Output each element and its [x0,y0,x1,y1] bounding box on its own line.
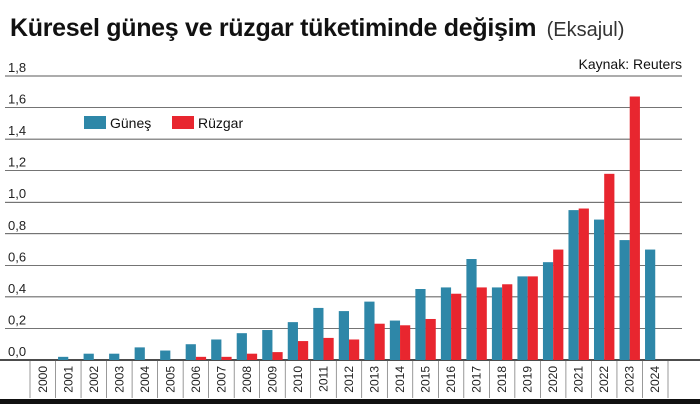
bar-güneş [134,347,145,360]
chart-subtitle: (Eksajul) [546,19,625,41]
bar-rüzgar [578,208,589,360]
x-tick-label: 2016 [444,366,458,393]
x-tick-label: 2000 [36,366,50,393]
bar-güneş [415,289,426,360]
source-note: Kaynak: Reuters [578,56,683,72]
bar-rüzgar [221,356,232,360]
title-row: Küresel güneş ve rüzgar tüketiminde deği… [10,14,624,43]
x-tick-label: 2020 [546,366,560,393]
x-axis-ticks: 2000 2001 2002 2003 2004 2005 2006 2007 2008 2009… [29,360,669,398]
y-tick-label: 0,6 [8,249,26,264]
x-tick-label: 2013 [368,366,382,393]
bar-rüzgar [451,293,462,360]
x-tick-label: 2018 [495,366,509,393]
bar-güneş [593,219,605,360]
bar-güneş [338,311,349,360]
bar-güneş [568,210,579,360]
bars [58,96,656,360]
bar-rüzgar [323,337,334,360]
bar-güneş [83,353,94,360]
bar-rüzgar [527,276,538,360]
bar-rüzgar [246,353,258,360]
bar-güneş [236,333,247,360]
bar-rüzgar [272,352,283,360]
bar-rüzgar [349,339,360,360]
x-tick-label: 2019 [521,366,535,393]
x-tick-label: 2017 [470,366,484,393]
bar-güneş [109,353,120,360]
x-tick-label: 2015 [419,366,433,393]
x-tick-label: 2014 [393,366,407,393]
x-tick-label: 2023 [623,366,637,393]
x-tick-label: 2011 [316,366,330,392]
y-tick-label: 1,0 [8,186,26,201]
chart-title: Küresel güneş ve rüzgar tüketiminde deği… [10,14,537,42]
y-tick-label: 1,6 [8,92,26,107]
y-axis-ticks: 0,0 0,2 0,4 0,6 0,8 1,0 1,2 1,4 1,6 1,8 [8,60,26,359]
bar-güneş [517,276,528,360]
bar-rüzgar [553,249,564,360]
bar-rüzgar [476,287,487,360]
bar-rüzgar [502,284,513,360]
bar-güneş [645,249,656,360]
y-tick-label: 0,8 [8,218,26,233]
bar-rüzgar [400,325,411,360]
bar-rüzgar [195,356,207,360]
bar-güneş [313,307,324,360]
legend-swatch-rüzgar [172,116,194,129]
bar-güneş [440,287,452,360]
x-tick-label: 2003 [112,366,126,393]
legend: Güneş Rüzgar [84,115,243,131]
bar-rüzgar [297,341,309,360]
x-tick-label: 2004 [138,366,152,393]
bar-güneş [211,339,222,360]
bar-güneş [185,344,196,360]
bar-rüzgar [604,173,615,360]
x-tick-label: 2008 [240,366,254,393]
bar-rüzgar [425,318,436,360]
bar-güneş [287,322,298,360]
x-tick-label: 2009 [265,366,279,393]
x-tick-label: 2012 [342,366,356,393]
x-tick-label: 2024 [648,366,662,393]
x-tick-label: 2005 [163,366,177,393]
y-tick-label: 0,4 [8,281,26,296]
legend-swatch-güneş [84,116,106,129]
y-tick-label: 0,0 [8,344,26,359]
x-tick-label: 2007 [214,366,228,393]
legend-label: Güneş [110,115,151,131]
x-tick-label: 2001 [61,366,75,393]
bar-güneş [389,320,401,360]
bar-güneş [466,259,477,360]
y-tick-label: 1,2 [8,155,26,170]
y-tick-label: 1,4 [8,123,26,138]
x-tick-label: 2010 [291,366,305,393]
x-tick-label: 2006 [189,366,203,393]
legend-label: Rüzgar [198,115,243,131]
bar-rüzgar [629,96,640,360]
y-tick-label: 0,2 [8,312,26,327]
bar-güneş [491,287,503,360]
x-tick-label: 2002 [87,366,101,393]
x-tick-label: 2022 [597,366,611,393]
bar-güneş [364,301,375,360]
bar-güneş [542,262,554,360]
x-tick-label: 2021 [572,366,586,393]
bar-güneş [619,240,630,360]
bottom-rule [0,399,700,404]
bar-güneş [160,350,171,360]
bar-rüzgar [374,323,385,360]
bar-güneş [58,356,69,360]
bar-güneş [262,330,273,360]
y-tick-label: 1,8 [8,60,26,75]
